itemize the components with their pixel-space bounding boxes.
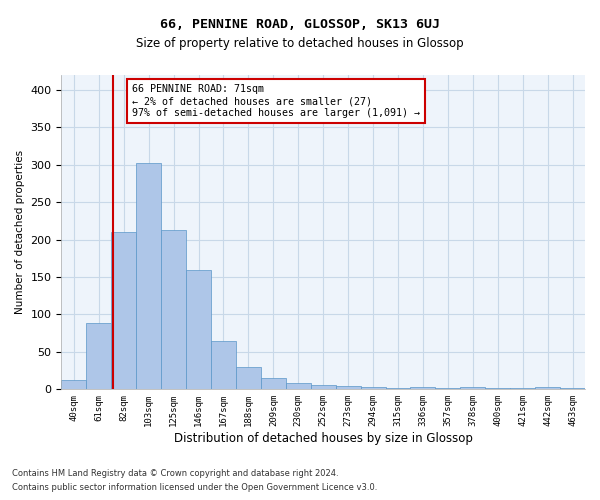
Bar [510, 388, 535, 390]
Bar [286, 382, 311, 390]
Bar [485, 388, 510, 390]
Bar [410, 387, 436, 390]
Bar [460, 387, 485, 390]
Text: 66 PENNINE ROAD: 71sqm
← 2% of detached houses are smaller (27)
97% of semi-deta: 66 PENNINE ROAD: 71sqm ← 2% of detached … [132, 84, 420, 117]
Bar [236, 367, 261, 390]
Bar [535, 387, 560, 390]
Bar [335, 386, 361, 390]
Bar [361, 387, 386, 390]
Bar [436, 388, 460, 390]
Bar [111, 232, 136, 390]
Bar [386, 388, 410, 390]
Text: Contains public sector information licensed under the Open Government Licence v3: Contains public sector information licen… [12, 484, 377, 492]
Bar [311, 385, 335, 390]
Bar [211, 340, 236, 390]
Text: 66, PENNINE ROAD, GLOSSOP, SK13 6UJ: 66, PENNINE ROAD, GLOSSOP, SK13 6UJ [160, 18, 440, 30]
Bar [186, 270, 211, 390]
Bar [560, 388, 585, 390]
Bar [86, 324, 111, 390]
X-axis label: Distribution of detached houses by size in Glossop: Distribution of detached houses by size … [174, 432, 473, 445]
Bar [61, 380, 86, 390]
Text: Contains HM Land Registry data © Crown copyright and database right 2024.: Contains HM Land Registry data © Crown c… [12, 468, 338, 477]
Text: Size of property relative to detached houses in Glossop: Size of property relative to detached ho… [136, 38, 464, 51]
Bar [136, 162, 161, 390]
Bar [161, 230, 186, 390]
Y-axis label: Number of detached properties: Number of detached properties [15, 150, 25, 314]
Bar [261, 378, 286, 390]
